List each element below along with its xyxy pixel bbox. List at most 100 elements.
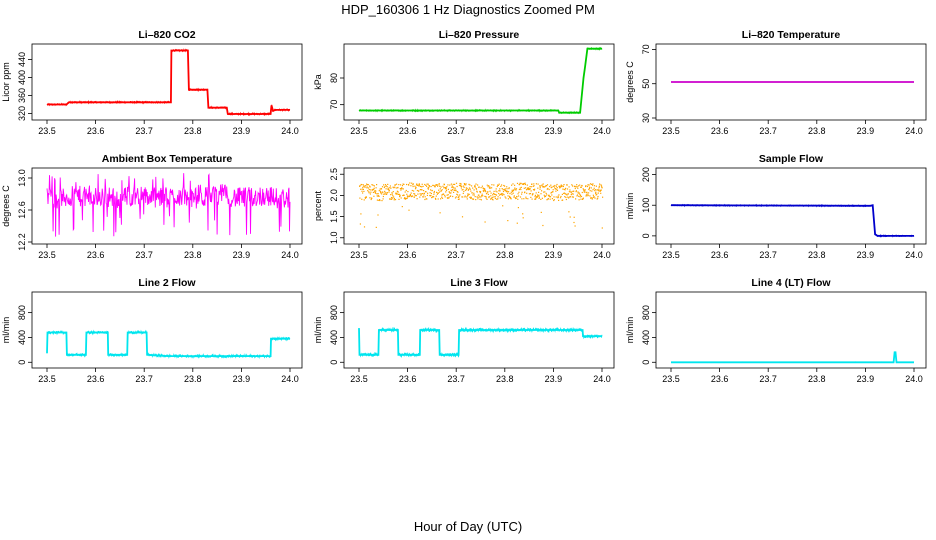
rh-point	[395, 187, 397, 189]
rh-point	[593, 196, 595, 198]
rh-point	[563, 192, 566, 194]
rh-point	[360, 184, 363, 186]
rh-point	[561, 193, 563, 195]
rh-point	[553, 196, 555, 198]
x-tick-label: 23.7	[447, 126, 465, 136]
rh-point	[579, 194, 582, 196]
rh-point	[451, 190, 453, 192]
rh-point	[444, 194, 446, 196]
x-tick-label: 23.6	[399, 374, 417, 384]
rh-point	[465, 189, 468, 191]
panel-title: Sample Flow	[759, 153, 824, 165]
rh-point	[503, 184, 505, 187]
rh-point	[470, 196, 472, 198]
rh-point	[495, 194, 497, 196]
plot-frame	[655, 167, 927, 245]
rh-point	[477, 196, 479, 198]
rh-point	[537, 195, 539, 197]
x-tick-label: 23.5	[38, 126, 56, 136]
x-tick-label: 23.5	[350, 250, 368, 260]
rh-point	[393, 187, 395, 189]
y-tick-label: 200	[641, 167, 651, 182]
rh-point	[532, 193, 534, 195]
rh-point	[592, 184, 594, 186]
rh-point	[514, 187, 516, 189]
rh-point	[549, 198, 551, 200]
rh-point	[542, 224, 544, 227]
rh-point	[419, 196, 421, 198]
rh-point	[600, 189, 602, 191]
rh-point	[551, 191, 553, 193]
y-tick-label: 70	[641, 44, 651, 54]
rh-point	[498, 190, 500, 192]
rh-point	[589, 183, 592, 185]
rh-point	[568, 186, 570, 188]
rh-point	[385, 193, 387, 195]
y-tick-label: 800	[641, 305, 651, 320]
plot-frame	[31, 167, 303, 245]
rh-point	[450, 195, 452, 197]
rh-point	[531, 183, 533, 185]
x-tick-label: 23.6	[711, 126, 729, 136]
rh-point	[454, 183, 456, 185]
rh-point	[534, 188, 536, 190]
rh-point	[533, 183, 535, 185]
rh-point	[553, 199, 555, 202]
rh-point	[580, 186, 582, 188]
rh-point	[528, 193, 530, 195]
rh-point	[496, 191, 498, 193]
rh-point	[556, 188, 558, 190]
rh-point	[479, 198, 481, 200]
rh-point	[499, 190, 501, 192]
rh-point	[421, 183, 423, 185]
rh-point	[585, 194, 587, 196]
rh-point	[462, 196, 464, 198]
rh-point	[552, 191, 554, 193]
rh-point	[470, 197, 472, 199]
rh-point	[569, 189, 571, 191]
rh-point	[578, 195, 580, 197]
rh-point	[406, 195, 408, 197]
rh-point	[475, 187, 477, 190]
rh-point	[599, 183, 601, 185]
rh-point	[487, 191, 489, 193]
rh-point	[501, 184, 503, 186]
rh-point	[503, 194, 505, 196]
rh-point	[368, 192, 370, 194]
rh-point	[438, 189, 440, 191]
x-tick-label: 23.8	[496, 250, 514, 260]
rh-point	[478, 194, 480, 196]
rh-point	[476, 196, 478, 198]
rh-point	[525, 197, 527, 200]
rh-point	[369, 193, 371, 195]
rh-point	[512, 192, 514, 194]
rh-point	[500, 185, 502, 187]
rh-point	[488, 185, 490, 187]
rh-point	[429, 195, 431, 197]
rh-point	[388, 189, 390, 191]
y-axis-label: Licor ppm	[1, 62, 11, 102]
rh-point	[465, 184, 467, 186]
rh-point	[386, 186, 388, 188]
rh-point	[591, 190, 593, 192]
x-tick-label: 23.9	[545, 374, 563, 384]
rh-point	[511, 184, 513, 186]
rh-point	[576, 184, 578, 186]
rh-point	[518, 191, 520, 193]
rh-point	[501, 188, 503, 190]
rh-point	[392, 191, 394, 193]
rh-point	[398, 184, 400, 186]
rh-point	[470, 197, 472, 199]
rh-point	[473, 192, 475, 194]
rh-point	[577, 192, 579, 194]
rh-point	[538, 191, 540, 193]
rh-point	[526, 188, 528, 191]
x-tick-label: 23.9	[233, 250, 251, 260]
rh-point	[576, 186, 578, 188]
rh-point	[596, 198, 598, 200]
rh-point	[458, 198, 460, 200]
rh-point	[508, 195, 511, 197]
rh-point	[548, 195, 550, 197]
rh-point	[499, 197, 501, 199]
rh-point	[379, 199, 381, 201]
